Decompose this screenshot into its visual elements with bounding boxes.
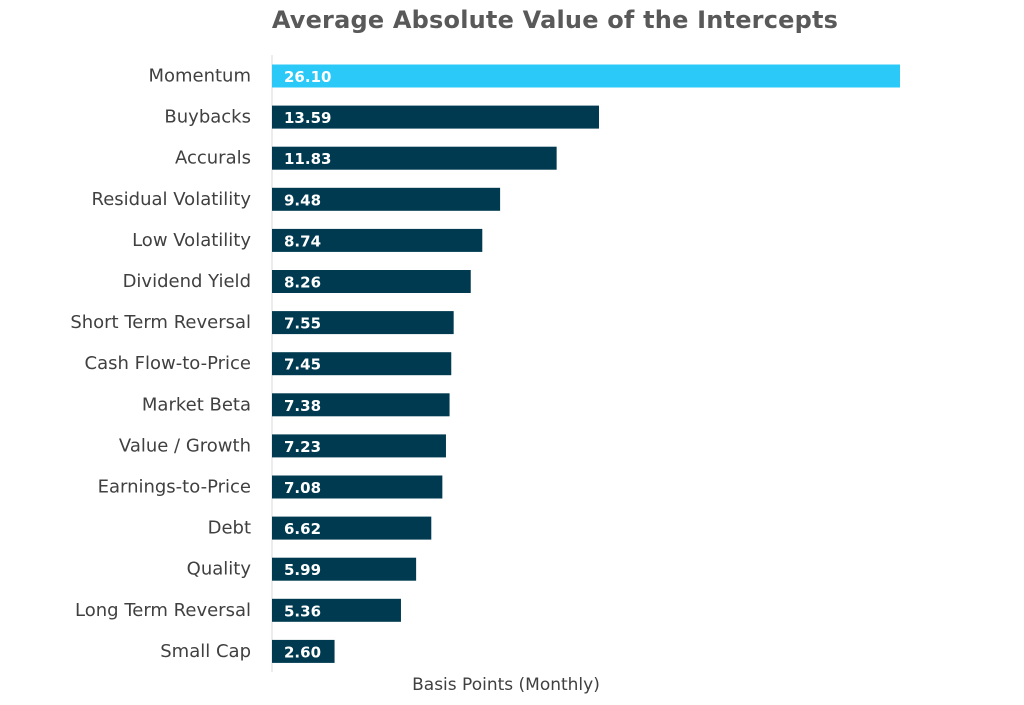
x-axis-label: Basis Points (Monthly) [412,675,600,695]
bar [272,270,471,293]
bar [272,475,443,499]
category-label: Low Volatility [132,230,251,251]
data-label: 7.55 [284,315,321,333]
category-label: Buybacks [164,107,251,128]
bar [272,434,446,458]
bar [272,311,454,335]
bar [272,393,450,417]
data-label: 7.38 [284,397,321,415]
data-label: 26.10 [284,68,331,86]
category-label: Residual Volatility [92,189,252,210]
category-label: Debt [208,518,251,539]
bar [272,598,401,622]
bar [272,64,900,88]
data-label: 8.26 [284,274,321,292]
category-label: Long Term Reversal [75,600,251,621]
category-label: Small Cap [160,641,251,662]
data-label: 5.99 [284,561,321,579]
bar [272,187,501,211]
data-label: 6.62 [284,520,321,538]
category-label: Short Term Reversal [70,312,251,333]
category-label: Market Beta [142,394,251,415]
category-label: Quality [187,559,252,580]
data-label: 7.45 [284,356,321,374]
data-label: 8.74 [284,232,321,250]
category-label: Value / Growth [119,435,251,456]
data-label: 2.60 [284,643,321,661]
data-label: 11.83 [284,150,331,168]
data-label: 9.48 [284,191,321,209]
category-label: Dividend Yield [123,271,251,292]
category-label: Accurals [175,148,251,169]
category-label: Cash Flow-to-Price [85,353,252,374]
data-label: 7.08 [284,479,321,497]
category-label: Earnings-to-Price [98,477,251,498]
category-label: Momentum [148,66,251,87]
bar [272,228,483,252]
data-label: 7.23 [284,438,321,456]
data-label: 13.59 [284,109,331,127]
bar [272,516,432,540]
bar [272,146,557,170]
chart-title: Average Absolute Value of the Intercepts [271,6,839,34]
bar [272,105,599,129]
bar [272,557,417,581]
data-label: 5.36 [284,602,321,620]
bar [272,352,452,376]
bar [272,639,335,663]
bars-group: Momentum 26.10 Buybacks 13.59 Accurals 11.83 R… [70,64,900,663]
